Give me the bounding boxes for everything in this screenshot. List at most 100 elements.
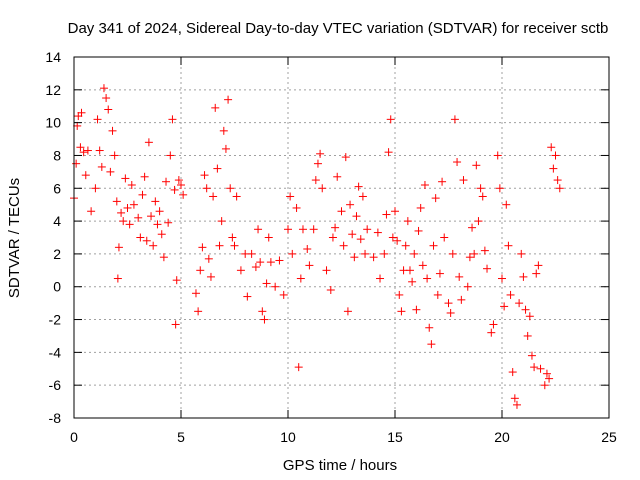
data-point: [504, 241, 513, 250]
data-point: [298, 225, 307, 234]
data-point: [427, 340, 436, 349]
data-point: [470, 249, 479, 258]
y-tick-label: -2: [49, 312, 62, 328]
data-point: [127, 180, 136, 189]
data-point: [221, 144, 230, 153]
data-point: [177, 180, 185, 189]
data-point: [211, 103, 220, 112]
x-tick-label: 5: [177, 429, 185, 445]
data-point: [420, 180, 429, 189]
data-point: [119, 217, 128, 226]
data-point: [196, 266, 205, 275]
data-point: [444, 299, 453, 308]
data-point: [555, 184, 564, 193]
data-point: [219, 126, 228, 135]
data-point: [140, 172, 149, 181]
data-point: [91, 184, 100, 193]
data-point: [113, 274, 122, 283]
data-point: [316, 149, 325, 158]
data-point: [358, 192, 367, 201]
data-point: [213, 164, 222, 173]
data-point: [134, 213, 143, 222]
data-point: [423, 274, 432, 283]
data-point: [450, 115, 459, 124]
data-point: [401, 241, 410, 250]
data-point: [72, 159, 81, 168]
data-point: [545, 374, 554, 383]
data-point: [553, 176, 562, 185]
data-point: [517, 249, 526, 258]
data-point: [549, 164, 558, 173]
data-point: [523, 331, 532, 340]
data-point: [294, 363, 303, 372]
data-point: [343, 307, 352, 316]
data-point: [337, 207, 346, 216]
data-point: [455, 272, 464, 281]
data-point: [309, 225, 318, 234]
data-point: [164, 218, 173, 227]
data-point: [99, 84, 108, 93]
data-point: [153, 220, 162, 229]
data-point: [495, 184, 504, 193]
data-point: [264, 233, 273, 242]
data-point: [498, 274, 506, 283]
y-tick-label: 10: [45, 115, 61, 131]
data-point: [108, 126, 117, 135]
data-point: [333, 172, 342, 181]
x-axis-label: GPS time / hours: [283, 457, 397, 474]
data-point: [258, 307, 267, 316]
data-point: [215, 241, 224, 250]
data-point: [311, 176, 320, 185]
data-point: [463, 282, 472, 291]
y-tick-label: -8: [49, 410, 62, 426]
data-point: [534, 261, 543, 270]
x-tick-label: 0: [70, 429, 78, 445]
data-point: [506, 290, 515, 299]
y-tick-label: 12: [45, 82, 61, 98]
data-point: [438, 177, 447, 186]
data-point: [136, 233, 145, 242]
data-point: [341, 153, 350, 162]
data-point: [288, 249, 297, 258]
data-point: [110, 151, 119, 160]
data-point: [102, 94, 111, 103]
data-point: [384, 148, 393, 157]
data-point: [254, 225, 263, 234]
data-point: [95, 146, 104, 155]
data-point: [284, 225, 292, 234]
data-point: [515, 299, 524, 308]
data-point: [328, 233, 337, 242]
data-point: [168, 115, 177, 124]
y-tick-label: 2: [53, 246, 61, 262]
data-point: [508, 368, 517, 377]
data-point: [457, 295, 466, 304]
data-point: [275, 256, 284, 265]
data-point: [73, 121, 82, 130]
data-point: [157, 230, 166, 239]
data-point: [117, 208, 126, 217]
data-point: [200, 171, 209, 180]
data-point: [296, 274, 305, 283]
data-point: [226, 184, 235, 193]
data-points: [70, 84, 564, 409]
data-point: [74, 112, 83, 121]
data-point: [350, 253, 359, 262]
data-point: [346, 200, 355, 209]
data-point: [429, 241, 438, 250]
data-point: [123, 203, 132, 212]
data-point: [209, 192, 218, 201]
data-point: [435, 269, 444, 278]
data-point: [433, 290, 442, 299]
data-point: [354, 182, 363, 191]
data-point: [376, 274, 385, 283]
data-point: [453, 158, 462, 167]
data-point: [540, 381, 549, 390]
data-point: [386, 115, 395, 124]
data-point: [174, 176, 183, 185]
data-point: [230, 241, 239, 250]
data-point: [93, 115, 102, 124]
data-point: [125, 220, 134, 229]
data-point: [155, 207, 164, 216]
data-point: [279, 290, 288, 299]
